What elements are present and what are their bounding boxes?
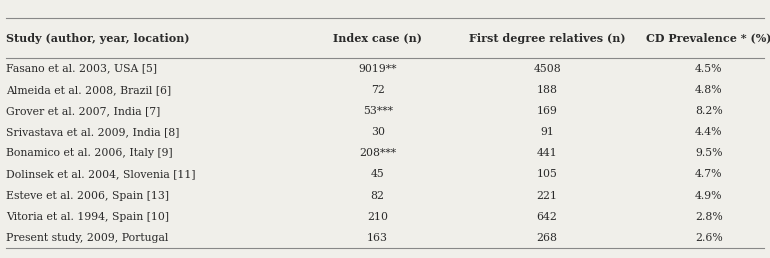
Text: 163: 163 (367, 233, 388, 243)
Text: 642: 642 (537, 212, 557, 222)
Text: 30: 30 (370, 127, 385, 137)
Text: Study (author, year, location): Study (author, year, location) (6, 33, 189, 44)
Text: 105: 105 (537, 170, 557, 179)
Text: 4.5%: 4.5% (695, 64, 722, 74)
Text: 9.5%: 9.5% (695, 148, 722, 158)
Text: 72: 72 (370, 85, 385, 95)
Text: 188: 188 (537, 85, 557, 95)
Text: 4.4%: 4.4% (695, 127, 722, 137)
Text: Srivastava et al. 2009, India [8]: Srivastava et al. 2009, India [8] (6, 127, 179, 137)
Text: Grover et al. 2007, India [7]: Grover et al. 2007, India [7] (6, 106, 160, 116)
Text: Almeida et al. 2008, Brazil [6]: Almeida et al. 2008, Brazil [6] (6, 85, 171, 95)
Text: Esteve et al. 2006, Spain [13]: Esteve et al. 2006, Spain [13] (6, 191, 169, 200)
Text: 4.9%: 4.9% (695, 191, 722, 200)
Text: 8.2%: 8.2% (695, 106, 723, 116)
Text: 441: 441 (537, 148, 557, 158)
Text: 4508: 4508 (533, 64, 561, 74)
Text: 2.8%: 2.8% (695, 212, 723, 222)
Text: Vitoria et al. 1994, Spain [10]: Vitoria et al. 1994, Spain [10] (6, 212, 169, 222)
Text: Bonamico et al. 2006, Italy [9]: Bonamico et al. 2006, Italy [9] (6, 148, 172, 158)
Text: 45: 45 (371, 170, 384, 179)
Text: First degree relatives (n): First degree relatives (n) (469, 33, 625, 44)
Text: 91: 91 (540, 127, 554, 137)
Text: 208***: 208*** (359, 148, 397, 158)
Text: 210: 210 (367, 212, 388, 222)
Text: Fasano et al. 2003, USA [5]: Fasano et al. 2003, USA [5] (6, 64, 157, 74)
Text: CD Prevalence * (%): CD Prevalence * (%) (646, 33, 770, 44)
Text: 169: 169 (537, 106, 557, 116)
Text: Dolinsek et al. 2004, Slovenia [11]: Dolinsek et al. 2004, Slovenia [11] (6, 170, 196, 179)
Text: 53***: 53*** (363, 106, 393, 116)
Text: 268: 268 (537, 233, 557, 243)
Text: 9019**: 9019** (359, 64, 397, 74)
Text: 4.7%: 4.7% (695, 170, 722, 179)
Text: 221: 221 (537, 191, 557, 200)
Text: 4.8%: 4.8% (695, 85, 722, 95)
Text: Index case (n): Index case (n) (333, 33, 422, 44)
Text: 82: 82 (370, 191, 385, 200)
Text: 2.6%: 2.6% (695, 233, 723, 243)
Text: Present study, 2009, Portugal: Present study, 2009, Portugal (6, 233, 169, 243)
